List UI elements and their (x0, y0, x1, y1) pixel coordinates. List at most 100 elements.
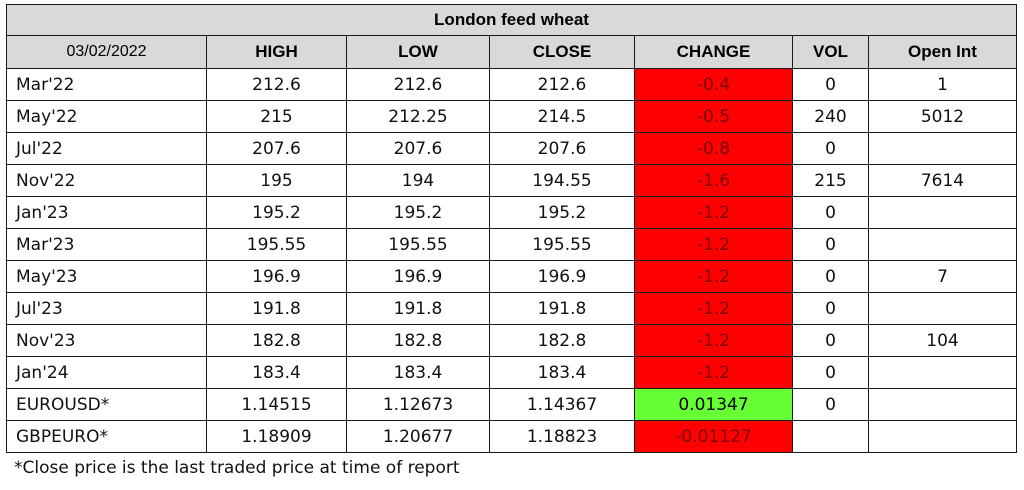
contract-name: Jan'24 (6, 356, 207, 389)
close-value: 191.8 (489, 292, 635, 325)
close-value: 196.9 (489, 260, 635, 293)
change-value: -1.2 (634, 356, 793, 389)
contract-name: Nov'23 (6, 324, 207, 357)
high-value: 183.4 (206, 356, 347, 389)
close-value: 207.6 (489, 132, 635, 165)
open-interest-value (868, 356, 1017, 389)
price-table-container: London feed wheat 03/02/2022 HIGH LOW CL… (6, 4, 1017, 453)
contract-name: May'23 (6, 260, 207, 293)
column-header-vol: VOL (792, 35, 869, 69)
high-value: 195.55 (206, 228, 347, 261)
contract-name: EUROUSD* (6, 388, 207, 421)
contract-name: Mar'23 (6, 228, 207, 261)
volume-value: 0 (792, 292, 869, 325)
table-row: Nov'23 182.8 182.8 182.8 -1.2 0 104 (6, 324, 1017, 357)
change-value: -1.2 (634, 228, 793, 261)
high-value: 195.2 (206, 196, 347, 229)
table-row: Jan'23 195.2 195.2 195.2 -1.2 0 (6, 196, 1017, 229)
table-body: Mar'22 212.6 212.6 212.6 -0.4 0 1 May'22 215 212.… (6, 68, 1017, 453)
close-value: 1.18823 (489, 420, 635, 453)
column-header-close: CLOSE (489, 35, 635, 69)
open-interest-value (868, 196, 1017, 229)
close-value: 195.55 (489, 228, 635, 261)
open-interest-value (868, 292, 1017, 325)
change-value: -0.4 (634, 68, 793, 101)
high-value: 215 (206, 100, 347, 133)
change-value: -1.6 (634, 164, 793, 197)
volume-value: 0 (792, 68, 869, 101)
open-interest-value (868, 228, 1017, 261)
close-value: 195.2 (489, 196, 635, 229)
table-row: Nov'22 195 194 194.55 -1.6 215 7614 (6, 164, 1017, 197)
contract-name: Jul'23 (6, 292, 207, 325)
close-value: 194.55 (489, 164, 635, 197)
contract-name: GBPEURO* (6, 420, 207, 453)
high-value: 1.18909 (206, 420, 347, 453)
volume-value: 0 (792, 388, 869, 421)
contract-name: Jan'23 (6, 196, 207, 229)
low-value: 1.12673 (346, 388, 490, 421)
table-row: Mar'22 212.6 212.6 212.6 -0.4 0 1 (6, 68, 1017, 101)
volume-value: 0 (792, 324, 869, 357)
change-value: -0.5 (634, 100, 793, 133)
volume-value: 0 (792, 260, 869, 293)
high-value: 195 (206, 164, 347, 197)
volume-value (792, 420, 869, 453)
price-table: London feed wheat 03/02/2022 HIGH LOW CL… (6, 4, 1017, 453)
table-row: May'22 215 212.25 214.5 -0.5 240 5012 (6, 100, 1017, 133)
open-interest-value: 5012 (868, 100, 1017, 133)
report-date: 03/02/2022 (6, 35, 207, 69)
footnote: *Close price is the last traded price at… (14, 458, 460, 478)
low-value: 1.20677 (346, 420, 490, 453)
change-value: -1.2 (634, 260, 793, 293)
low-value: 196.9 (346, 260, 490, 293)
column-header-high: HIGH (206, 35, 347, 69)
table-row: EUROUSD* 1.14515 1.12673 1.14367 0.01347 0 (6, 388, 1017, 421)
volume-value: 0 (792, 228, 869, 261)
column-header-low: LOW (346, 35, 490, 69)
low-value: 183.4 (346, 356, 490, 389)
open-interest-value: 7614 (868, 164, 1017, 197)
table-row: May'23 196.9 196.9 196.9 -1.2 0 7 (6, 260, 1017, 293)
high-value: 1.14515 (206, 388, 347, 421)
contract-name: Jul'22 (6, 132, 207, 165)
open-interest-value: 104 (868, 324, 1017, 357)
low-value: 212.6 (346, 68, 490, 101)
header-row: 03/02/2022 HIGH LOW CLOSE CHANGE VOL Ope… (6, 35, 1017, 69)
change-value: -1.2 (634, 324, 793, 357)
change-value: 0.01347 (634, 388, 793, 421)
low-value: 182.8 (346, 324, 490, 357)
volume-value: 215 (792, 164, 869, 197)
low-value: 207.6 (346, 132, 490, 165)
low-value: 195.55 (346, 228, 490, 261)
table-row: Jan'24 183.4 183.4 183.4 -1.2 0 (6, 356, 1017, 389)
table-row: GBPEURO* 1.18909 1.20677 1.18823 -0.01127 (6, 420, 1017, 453)
contract-name: Nov'22 (6, 164, 207, 197)
table-title: London feed wheat (6, 4, 1017, 36)
close-value: 1.14367 (489, 388, 635, 421)
volume-value: 0 (792, 196, 869, 229)
volume-value: 0 (792, 132, 869, 165)
volume-value: 240 (792, 100, 869, 133)
low-value: 195.2 (346, 196, 490, 229)
high-value: 207.6 (206, 132, 347, 165)
low-value: 194 (346, 164, 490, 197)
table-row: Mar'23 195.55 195.55 195.55 -1.2 0 (6, 228, 1017, 261)
table-row: Jul'22 207.6 207.6 207.6 -0.8 0 (6, 132, 1017, 165)
table-row: Jul'23 191.8 191.8 191.8 -1.2 0 (6, 292, 1017, 325)
high-value: 182.8 (206, 324, 347, 357)
open-interest-value (868, 132, 1017, 165)
high-value: 191.8 (206, 292, 347, 325)
open-interest-value (868, 388, 1017, 421)
high-value: 196.9 (206, 260, 347, 293)
column-header-open-int: Open Int (868, 35, 1017, 69)
high-value: 212.6 (206, 68, 347, 101)
close-value: 214.5 (489, 100, 635, 133)
low-value: 191.8 (346, 292, 490, 325)
change-value: -1.2 (634, 292, 793, 325)
change-value: -1.2 (634, 196, 793, 229)
low-value: 212.25 (346, 100, 490, 133)
open-interest-value (868, 420, 1017, 453)
title-row: London feed wheat (6, 4, 1017, 36)
close-value: 182.8 (489, 324, 635, 357)
